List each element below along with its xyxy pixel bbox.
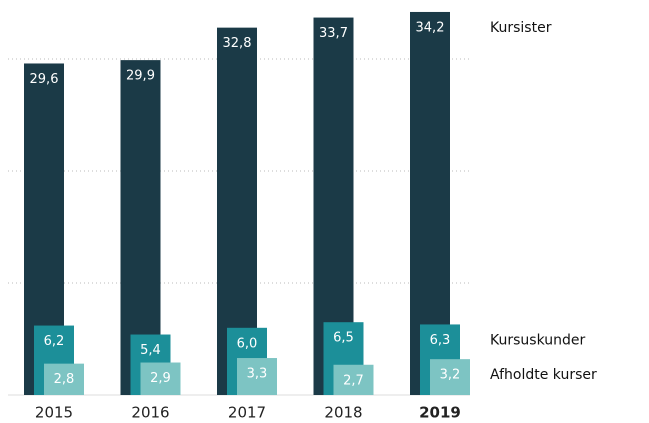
x-tick-label: 2016	[131, 404, 169, 422]
bar	[333, 364, 374, 395]
value-label: 34,2	[416, 20, 445, 35]
bar	[237, 358, 277, 395]
value-label: 6,2	[44, 334, 65, 349]
value-label: 32,8	[223, 36, 252, 51]
value-label: 3,2	[440, 368, 461, 383]
legend-label: Kursister	[490, 20, 552, 36]
value-label: 6,5	[333, 331, 354, 346]
bar	[44, 363, 84, 395]
x-tick-label: 2015	[35, 404, 73, 422]
x-tick-label: 2018	[324, 404, 362, 422]
legend-label: Kursuskunder	[490, 332, 585, 348]
value-label: 6,0	[237, 336, 258, 351]
value-label: 29,6	[30, 72, 59, 87]
value-label: 6,3	[430, 333, 451, 348]
legend-label: Afholdte kurser	[490, 367, 597, 383]
value-label: 33,7	[319, 26, 348, 41]
value-label: 5,4	[140, 343, 161, 358]
value-label: 29,9	[126, 69, 155, 84]
value-label: 2,8	[54, 372, 75, 387]
x-tick-label: 2019	[419, 404, 461, 422]
value-label: 2,7	[343, 373, 364, 388]
bar	[140, 362, 181, 395]
bar	[430, 359, 470, 395]
value-label: 2,9	[150, 371, 171, 386]
x-tick-label: 2017	[228, 404, 266, 422]
value-label: 3,3	[247, 367, 268, 382]
